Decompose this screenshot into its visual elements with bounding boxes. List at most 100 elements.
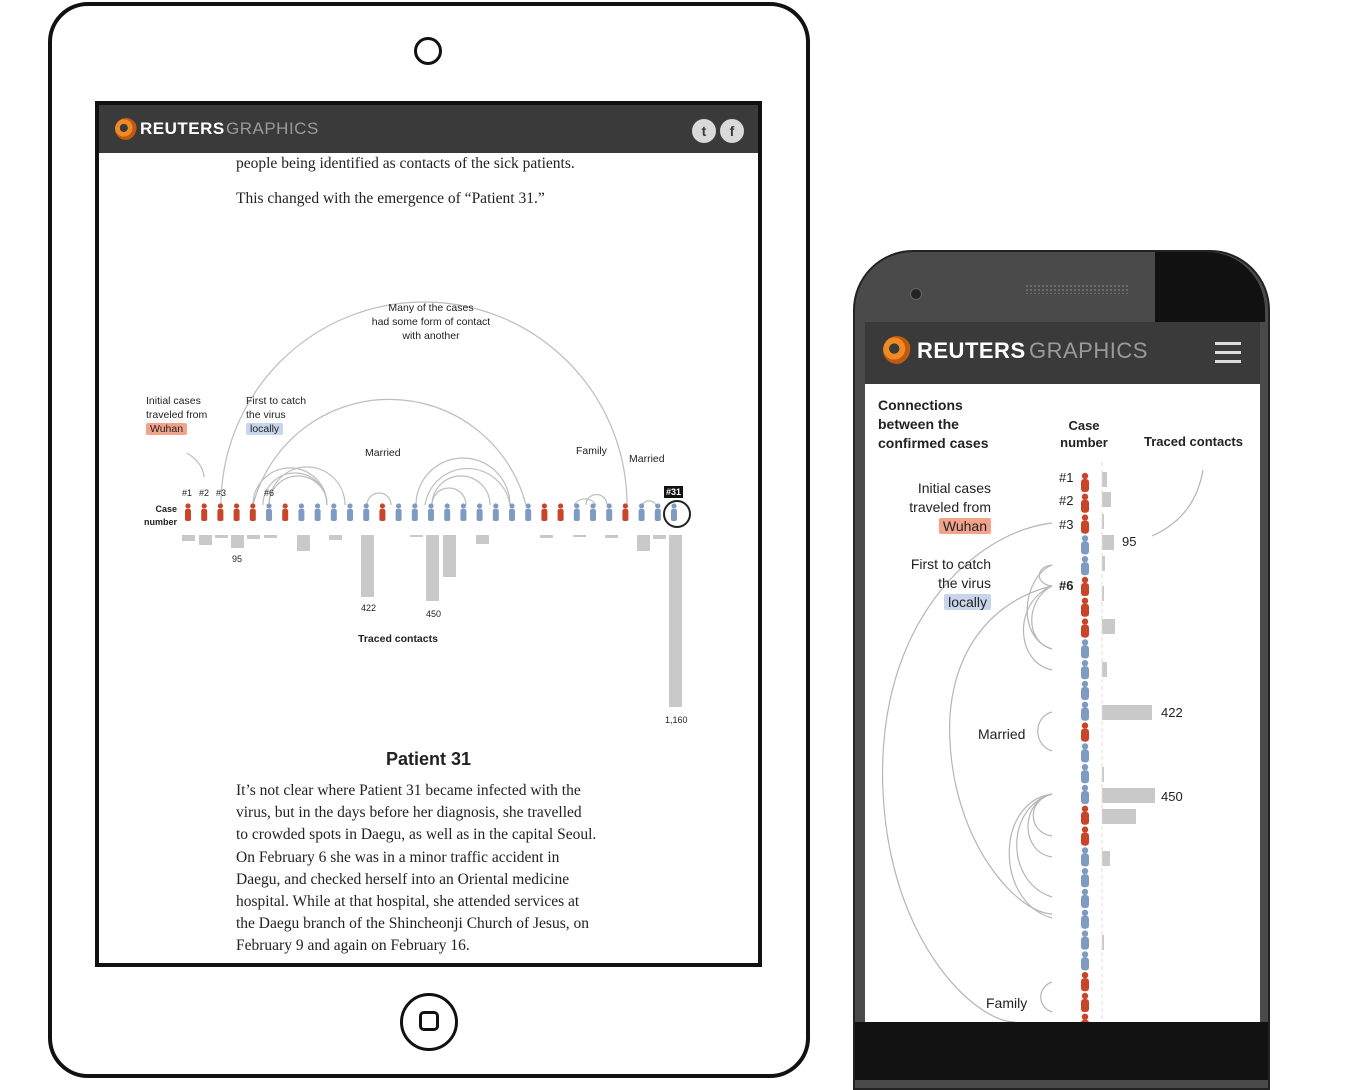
note-family: Family [576, 445, 607, 457]
person-icon [1081, 624, 1089, 638]
traced-contacts-header: Traced contacts [1144, 434, 1243, 449]
phone-bottom-bezel [855, 1022, 1268, 1080]
traced-bar [573, 535, 586, 537]
twitter-icon[interactable]: t [692, 119, 716, 143]
case-number-label: Case number [129, 503, 177, 529]
menu-icon[interactable] [1215, 342, 1243, 364]
phone-glare [1155, 252, 1265, 322]
person-icon [379, 509, 386, 521]
annotation-arrow [186, 452, 205, 478]
person-icon [574, 503, 580, 509]
paragraph-line: It’s not clear where Patient 31 became i… [236, 782, 581, 799]
person-icon [509, 509, 515, 521]
person-icon [541, 509, 548, 521]
traced-bar [410, 535, 423, 537]
person-icon [493, 503, 499, 509]
person-icon [1081, 728, 1089, 742]
person-icon [185, 509, 191, 521]
title-line: confirmed cases [878, 435, 989, 451]
person-icon [671, 503, 677, 509]
case-label: #3 [216, 488, 227, 498]
traced-bar [669, 535, 682, 707]
person-icon [395, 509, 402, 521]
phone-bars-layer [1101, 462, 1155, 1022]
note-family: Family [986, 995, 1028, 1011]
connection-arc [220, 301, 628, 506]
person-icon [1081, 743, 1089, 750]
note-married: Married [978, 726, 1026, 742]
person-icon [1081, 472, 1089, 480]
person-icon [1081, 556, 1089, 563]
person-icon [314, 509, 321, 521]
tablet-home-button[interactable] [400, 993, 458, 1051]
brand-name[interactable]: REUTERS [917, 338, 1026, 363]
person-icon [201, 503, 207, 509]
value-label: 450 [426, 609, 442, 619]
paragraph-line: hospital. While at that hospital, she at… [236, 893, 580, 911]
brand-name[interactable]: REUTERS [140, 119, 225, 138]
wuhan-chip: Wuhan [146, 423, 188, 435]
annotation-arrow [1151, 469, 1204, 537]
phone-speaker [1025, 284, 1130, 294]
brand-sub: GRAPHICS [1029, 338, 1148, 363]
traced-bar [1102, 935, 1104, 950]
note-line: had some form of contact [371, 316, 491, 328]
label-line: Case [155, 504, 177, 514]
connection-arc [431, 475, 491, 506]
person-icon [266, 509, 272, 521]
person-icon [298, 509, 305, 521]
traced-bar [1102, 851, 1110, 866]
person-icon [185, 503, 191, 509]
connection-arc [268, 475, 328, 506]
connection-arc [1022, 585, 1053, 671]
locally-chip: locally [246, 423, 284, 435]
case-label: #2 [1059, 493, 1074, 508]
person-icon [1081, 874, 1089, 888]
case-31-label[interactable]: #31 [664, 486, 684, 498]
connection-arc [252, 398, 527, 506]
person-icon [347, 503, 353, 509]
value-label: 422 [361, 603, 377, 613]
wuhan-chip: Wuhan [938, 518, 991, 534]
connection-arc [1008, 793, 1053, 919]
case-number-header: Case number [1051, 417, 1117, 451]
facebook-icon[interactable]: f [720, 119, 744, 143]
person-icon [1081, 562, 1089, 576]
paragraph-line: to crowded spots in Daegu, as well as in… [236, 826, 597, 844]
case-label: #1 [1059, 470, 1074, 485]
person-icon [363, 503, 369, 509]
person-icon [557, 509, 564, 521]
traced-bar [605, 535, 618, 538]
connection-arc [881, 522, 1053, 1022]
person-icon [1081, 826, 1089, 833]
traced-bar [1102, 472, 1107, 487]
connection-arc [366, 492, 392, 506]
note-line: Many of the cases [388, 302, 474, 314]
person-icon [460, 509, 467, 521]
person-icon [1081, 645, 1089, 659]
person-icon [1081, 770, 1089, 784]
person-icon [396, 503, 402, 509]
connection-arc [1032, 793, 1053, 837]
person-icon [363, 509, 370, 521]
person-icon [1081, 514, 1089, 521]
connection-arc [585, 493, 608, 506]
person-icon [1081, 888, 1089, 896]
note-married: Married [365, 447, 401, 459]
person-icon [1081, 687, 1089, 700]
note-married: Married [629, 453, 665, 465]
reuters-logo-icon[interactable] [883, 336, 911, 364]
person-icon [315, 503, 321, 509]
phone-screen: REUTERS GRAPHICS Connections bet [865, 322, 1260, 1022]
person-icon [1081, 811, 1089, 825]
person-icon [1081, 493, 1089, 500]
value-label: 1,160 [665, 715, 688, 725]
person-icon [1081, 707, 1089, 721]
person-icon [476, 509, 483, 521]
reuters-logo-icon[interactable] [115, 118, 137, 140]
note-many-contacts: Many of the cases had some form of conta… [346, 301, 516, 343]
note-first-local: First to catch the virus locally [885, 555, 991, 612]
person-icon [412, 503, 418, 509]
person-icon [1081, 541, 1089, 555]
person-icon [266, 503, 272, 509]
